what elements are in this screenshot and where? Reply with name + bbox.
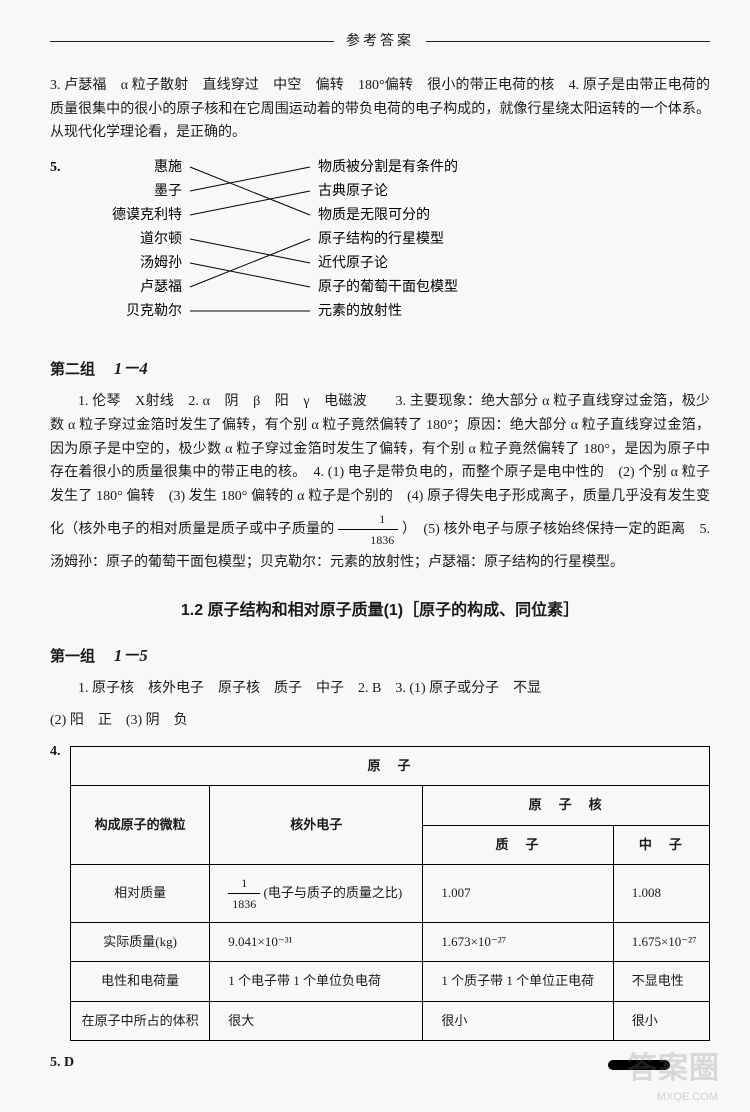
cell: 很小	[423, 1001, 613, 1040]
table-title: 原 子	[71, 747, 710, 786]
svg-text:物质被分割是有条件的: 物质被分割是有条件的	[318, 158, 458, 175]
group1-range: 1－5	[114, 646, 148, 665]
table-row: 构成原子的微粒 核外电子 原 子 核	[71, 786, 710, 825]
svg-text:古典原子论: 古典原子论	[318, 183, 388, 199]
svg-text:墨子: 墨子	[154, 183, 182, 199]
cell: 不显电性	[613, 962, 709, 1001]
cell: 1.008	[613, 864, 709, 923]
group2-range: 1－4	[114, 359, 148, 378]
group1-line1: 1. 原子核 核外电子 原子核 质子 中子 2. B 3. (1) 原子或分子 …	[50, 677, 710, 701]
svg-text:5.: 5.	[50, 160, 61, 175]
svg-text:贝克勒尔: 贝克勒尔	[126, 303, 182, 319]
col-header-proton: 质 子	[423, 825, 613, 864]
table-row: 在原子中所占的体积 很大 很小 很小	[71, 1001, 710, 1040]
q5-matching: 5. 惠施墨子德谟克利特道尔顿汤姆孙卢瑟福贝克勒尔 物质被分割是有条件的古典原子论物…	[50, 157, 710, 337]
cell: 1.007	[423, 864, 613, 923]
group1-line2: (2) 阳 正 (3) 阴 负	[50, 709, 710, 733]
svg-text:物质是无限可分的: 物质是无限可分的	[318, 207, 430, 223]
row-label: 实际质量(kg)	[71, 923, 210, 962]
group2-label: 第二组	[50, 362, 95, 378]
watermark-sub: MXQE.COM	[657, 1088, 718, 1107]
svg-text:原子的葡萄干面包模型: 原子的葡萄干面包模型	[318, 279, 458, 295]
section-title: 1.2 原子结构和相对原子质量(1)［原子的构成、同位素］	[50, 597, 710, 624]
cell: 1 个质子带 1 个单位正电荷	[423, 962, 613, 1001]
table-row: 相对质量 11836 (电子与质子的质量之比) 1.007 1.008	[71, 864, 710, 923]
group2-body: 1. 伦琴 X射线 2. α 阴 β 阳 γ 电磁波 3. 主要现象：绝大部分 …	[50, 390, 710, 575]
svg-text:原子结构的行星模型: 原子结构的行星模型	[318, 231, 444, 247]
row-label: 电性和电荷量	[71, 962, 210, 1001]
cell: 11836 (电子与质子的质量之比)	[210, 864, 423, 923]
svg-text:汤姆孙: 汤姆孙	[140, 255, 182, 271]
cell-text: (电子与质子的质量之比)	[264, 884, 403, 899]
q3-q4-content: 3. 卢瑟福 α 粒子散射 直线穿过 中空 偏转 180°偏转 很小的带正电荷的…	[50, 78, 710, 141]
col-header-electron: 核外电子	[210, 786, 423, 864]
header: 参考答案	[50, 30, 710, 54]
matching-diagram: 5. 惠施墨子德谟克利特道尔顿汤姆孙卢瑟福贝克勒尔 物质被分割是有条件的古典原子论物…	[50, 157, 600, 337]
atom-table: 原 子 构成原子的微粒 核外电子 原 子 核 质 子 中 子 相对质量 1183…	[70, 746, 710, 1040]
svg-text:元素的放射性: 元素的放射性	[318, 303, 402, 319]
fraction-1-1836: 11836	[338, 509, 398, 551]
svg-text:近代原子论: 近代原子论	[318, 255, 388, 271]
page-title: 参考答案	[334, 30, 426, 54]
col-header-nucleus: 原 子 核	[423, 786, 710, 825]
cell: 9.041×10⁻³¹	[210, 923, 423, 962]
svg-text:道尔顿: 道尔顿	[140, 231, 182, 247]
cell: 1.673×10⁻²⁷	[423, 923, 613, 962]
q4-table-row: 4. 原 子 构成原子的微粒 核外电子 原 子 核 质 子 中 子 相对质量 1…	[50, 740, 710, 1050]
q3-q4-text: 3. 卢瑟福 α 粒子散射 直线穿过 中空 偏转 180°偏转 很小的带正电荷的…	[50, 74, 710, 145]
row-label: 在原子中所占的体积	[71, 1001, 210, 1040]
cell: 1.675×10⁻²⁷	[613, 923, 709, 962]
table-row: 实际质量(kg) 9.041×10⁻³¹ 1.673×10⁻²⁷ 1.675×1…	[71, 923, 710, 962]
table-row: 原 子	[71, 747, 710, 786]
svg-text:惠施: 惠施	[154, 159, 182, 175]
cell: 很大	[210, 1001, 423, 1040]
table-row: 电性和电荷量 1 个电子带 1 个单位负电荷 1 个质子带 1 个单位正电荷 不…	[71, 962, 710, 1001]
cell: 1 个电子带 1 个单位负电荷	[210, 962, 423, 1001]
svg-text:德谟克利特: 德谟克利特	[112, 207, 182, 223]
svg-text:卢瑟福: 卢瑟福	[140, 279, 182, 295]
row-label: 相对质量	[71, 864, 210, 923]
group1-label: 第一组	[50, 649, 95, 665]
group1-heading: 第一组 1－5	[50, 642, 710, 671]
cell: 很小	[613, 1001, 709, 1040]
col-header-neutron: 中 子	[613, 825, 709, 864]
q5-end-text: 5. D	[50, 1055, 74, 1070]
q4-number: 4.	[50, 740, 64, 764]
group2-heading: 第二组 1－4	[50, 355, 710, 384]
col-header-particles: 构成原子的微粒	[71, 786, 210, 864]
